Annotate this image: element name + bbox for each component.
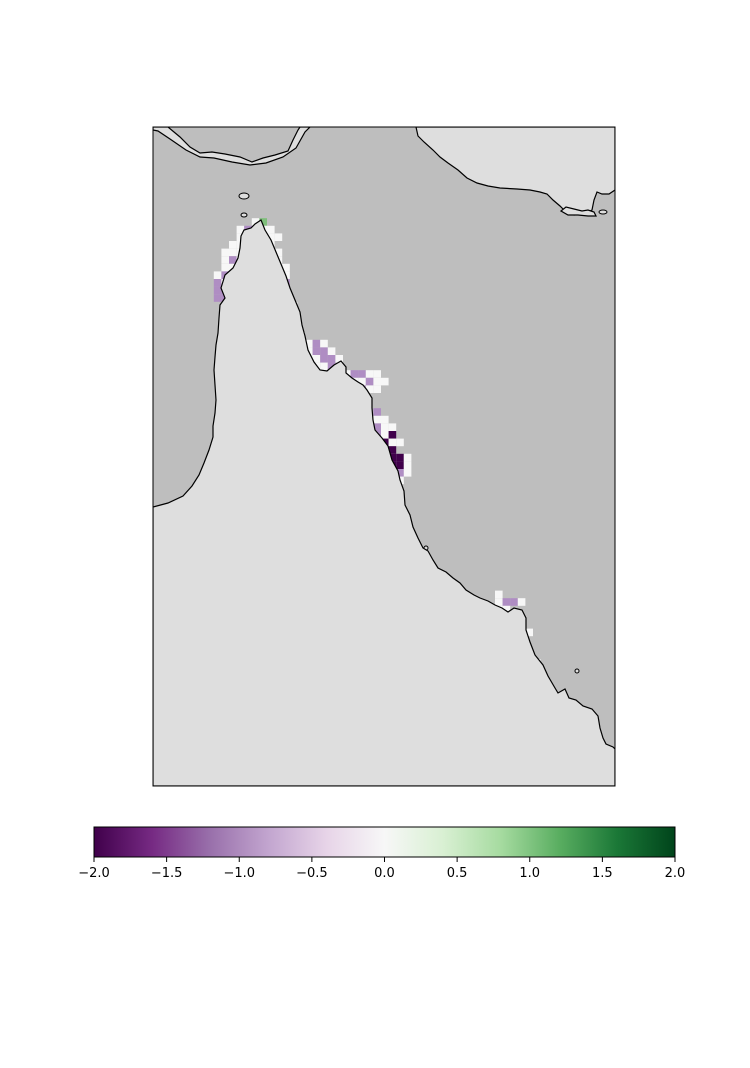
grid-cell	[320, 362, 328, 371]
island-icon	[238, 192, 250, 200]
map-frame	[152, 126, 616, 787]
grid-cell	[282, 263, 290, 272]
grid-cell	[267, 233, 275, 241]
grid-cell	[358, 370, 366, 378]
grid-cell	[251, 218, 260, 226]
grid-cell	[403, 453, 412, 462]
grid-cell	[221, 263, 229, 272]
grid-cell	[403, 469, 412, 477]
grid-cell	[274, 233, 283, 241]
grid-cell	[229, 256, 237, 264]
grid-cell	[312, 339, 321, 348]
grid-cell	[525, 628, 533, 637]
grid-cell	[388, 453, 397, 462]
grid-cell	[320, 339, 328, 348]
grid-cell	[373, 423, 381, 431]
grid-cell	[381, 377, 389, 386]
map-panel	[153, 127, 615, 786]
grid-cell	[381, 423, 389, 431]
grid-cell	[388, 446, 397, 454]
colorbar-tick-label: −0.5	[296, 866, 328, 881]
grid-cell	[259, 218, 267, 226]
grid-cell	[221, 256, 229, 264]
grid-cell	[365, 377, 374, 386]
grid-cell	[403, 461, 412, 469]
grid-cell	[213, 286, 222, 295]
grid-cell	[388, 431, 397, 439]
colorbar-ticks: −2.0 −1.5 −1.0 −0.5 0.0 0.5 1.0 1.5 2.0	[78, 857, 685, 881]
grid-cell	[236, 225, 245, 234]
colorbar-gradient	[94, 827, 675, 857]
grid-cell	[229, 248, 237, 257]
grid-cell	[510, 598, 518, 606]
grid-cell	[327, 347, 336, 355]
colorbar-tick-label: 2.0	[665, 866, 686, 881]
grid-cell	[312, 355, 321, 363]
grid-cell	[502, 598, 511, 606]
grid-cell	[358, 377, 366, 386]
grid-cell	[335, 355, 343, 363]
grid-cell	[213, 279, 222, 287]
colorbar-tick-label: −2.0	[78, 866, 110, 881]
colorbar: −2.0 −1.5 −1.0 −0.5 0.0 0.5 1.0 1.5 2.0	[78, 826, 685, 881]
grid-cell	[373, 385, 381, 393]
grid-cell	[517, 598, 526, 606]
grid-cell	[396, 453, 404, 462]
island-icon	[598, 209, 608, 215]
grid-cell	[502, 605, 511, 614]
grid-cell	[320, 355, 328, 363]
grid-cell	[396, 469, 404, 477]
grid-cell	[396, 438, 404, 447]
grid-cell	[320, 347, 328, 355]
grid-cell	[305, 339, 313, 348]
grid-cell	[396, 461, 404, 469]
grid-cell	[373, 408, 381, 416]
colorbar-tick-label: 1.0	[519, 866, 540, 881]
grid-cell	[373, 370, 381, 378]
grid-cell	[381, 431, 389, 439]
colorbar-tick-label: 0.5	[447, 866, 468, 881]
grid-cell	[495, 590, 503, 599]
grid-cell	[388, 423, 397, 431]
grid-cell	[373, 377, 381, 386]
island-icon	[240, 212, 248, 218]
grid-cell	[213, 294, 222, 302]
grid-cell	[213, 271, 222, 279]
grid-cell	[221, 248, 229, 257]
grid-cell	[373, 415, 381, 424]
colorbar-tick-label: −1.0	[223, 866, 255, 881]
grid-cell	[327, 355, 336, 363]
grid-cell	[388, 438, 397, 447]
grid-cell	[350, 370, 359, 378]
colorbar-tick-label: 1.5	[592, 866, 613, 881]
grid-cell	[495, 598, 503, 606]
island-icon	[574, 668, 580, 674]
grid-cell	[381, 415, 389, 424]
grid-cell	[267, 225, 275, 234]
grid-cell	[365, 370, 374, 378]
grid-cell	[274, 248, 283, 257]
grid-cell	[312, 347, 321, 355]
colorbar-tick-label: 0.0	[374, 866, 395, 881]
grid-cell	[229, 241, 237, 249]
colorbar-tick-label: −1.5	[151, 866, 183, 881]
grid-cell	[365, 385, 374, 393]
